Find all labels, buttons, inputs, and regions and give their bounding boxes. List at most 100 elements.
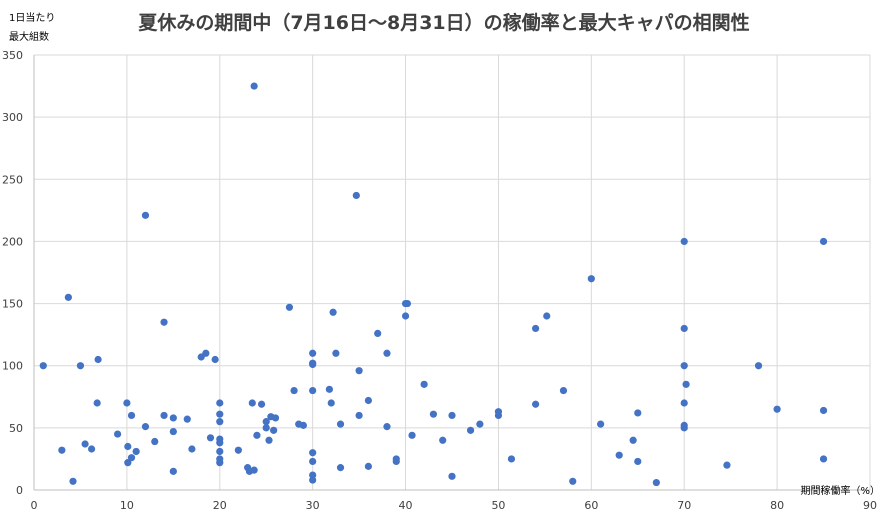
data-point	[819, 455, 828, 463]
y-tick-label: 250	[2, 173, 23, 186]
data-point	[169, 467, 177, 475]
data-point	[262, 424, 270, 432]
data-point	[309, 386, 317, 395]
data-point	[257, 400, 266, 408]
data-point	[271, 414, 280, 422]
data-point	[507, 455, 516, 463]
data-point	[309, 471, 317, 479]
chart-title: 夏休みの期間中（7月16日〜8月31日）の稼働率と最大キャパの相関性	[138, 12, 750, 34]
y-tick-label: 100	[2, 360, 23, 373]
y-axis-label-line-2: 最大組数	[9, 32, 49, 43]
data-point	[682, 380, 690, 388]
data-point	[250, 466, 258, 474]
data-point	[754, 362, 763, 370]
data-point	[216, 459, 224, 467]
data-point	[325, 385, 333, 393]
data-point	[420, 380, 428, 388]
data-point	[680, 237, 688, 246]
data-point	[383, 423, 391, 431]
data-point	[532, 400, 540, 408]
y-tick-label: 350	[2, 49, 23, 62]
data-point	[309, 476, 317, 484]
data-point	[132, 447, 140, 456]
data-point	[124, 442, 132, 451]
data-point	[160, 411, 168, 420]
data-point	[234, 446, 242, 454]
data-point	[309, 457, 317, 466]
data-point	[466, 426, 475, 434]
data-point	[587, 275, 595, 283]
y-tick-label: 200	[2, 235, 23, 248]
y-tick-label: 0	[16, 484, 23, 497]
data-point	[597, 420, 605, 428]
data-point	[494, 411, 503, 420]
data-point	[401, 312, 410, 320]
x-tick-label: 30	[306, 499, 320, 512]
data-point	[680, 424, 688, 432]
y-axis-label-line-1: 1日当たり	[9, 13, 56, 24]
data-point	[332, 349, 340, 357]
data-point	[93, 399, 101, 407]
data-point	[127, 454, 136, 462]
x-tick-label: 80	[770, 499, 784, 512]
x-tick-label: 90	[863, 499, 877, 512]
data-point	[250, 82, 258, 90]
data-point	[309, 449, 317, 457]
x-tick-label: 60	[584, 499, 598, 512]
data-point	[680, 399, 688, 407]
data-point	[216, 447, 224, 456]
data-point	[211, 355, 219, 364]
data-point	[39, 362, 47, 370]
data-point	[680, 362, 688, 370]
data-point	[206, 434, 215, 442]
data-point	[615, 451, 623, 459]
data-point	[392, 457, 400, 466]
data-point	[374, 329, 382, 337]
data-point	[87, 445, 96, 453]
data-point	[216, 439, 224, 447]
data-point	[448, 411, 456, 420]
data-point	[216, 418, 224, 426]
data-point	[309, 349, 317, 357]
data-point	[94, 355, 102, 364]
data-point	[352, 191, 360, 200]
data-point	[169, 427, 177, 436]
data-point	[183, 415, 191, 423]
data-point	[127, 411, 136, 420]
data-point	[819, 406, 828, 415]
data-point	[202, 349, 210, 357]
data-point	[476, 420, 484, 428]
data-point	[58, 446, 66, 454]
y-tick-label: 150	[2, 298, 23, 311]
data-point	[285, 303, 294, 311]
data-point	[773, 405, 781, 413]
data-point	[532, 324, 540, 333]
data-point	[355, 367, 363, 375]
data-point	[248, 399, 256, 407]
data-point	[81, 440, 89, 448]
data-point	[216, 399, 224, 407]
data-point	[383, 349, 391, 357]
data-point	[253, 431, 261, 439]
y-tick-label: 50	[9, 422, 23, 435]
data-point	[403, 299, 412, 308]
data-point	[429, 410, 438, 418]
data-point	[290, 386, 298, 395]
data-point	[634, 409, 642, 417]
data-point	[309, 360, 317, 369]
data-point	[634, 457, 642, 466]
data-point	[652, 478, 660, 487]
data-point	[64, 293, 72, 301]
data-point	[439, 436, 447, 444]
data-point	[680, 324, 688, 333]
x-tick-label: 70	[677, 499, 691, 512]
data-point	[123, 399, 131, 407]
data-point	[629, 436, 637, 444]
data-point	[723, 461, 731, 469]
data-point	[364, 396, 372, 405]
data-point	[364, 462, 372, 470]
y-tick-label: 300	[2, 111, 23, 124]
data-point	[160, 318, 168, 326]
data-point	[76, 362, 85, 370]
